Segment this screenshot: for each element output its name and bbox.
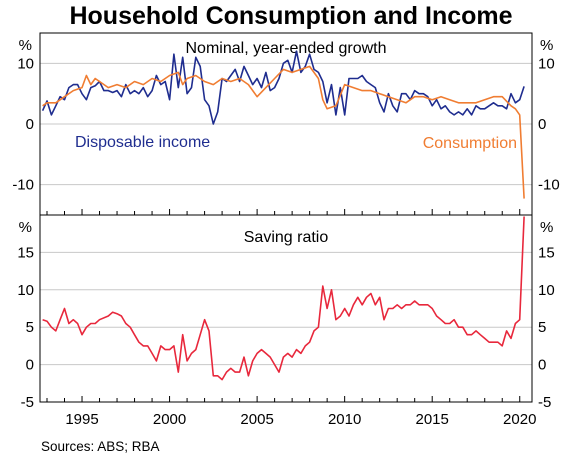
series-label: Disposable income <box>75 134 210 151</box>
y-tick-label-left: 5 <box>26 319 34 336</box>
y-tick-label-right: 10 <box>538 55 555 72</box>
y-tick-label-right: -10 <box>538 177 560 194</box>
x-tick-label: 2005 <box>240 411 273 428</box>
y-tick-label-left: -5 <box>21 394 34 411</box>
panel-subtitle: Saving ratio <box>244 229 329 246</box>
y-tick-label-right: 15 <box>538 244 555 261</box>
chart-title: Household Consumption and Income <box>69 2 513 30</box>
series-label: Consumption <box>423 135 517 152</box>
y-unit-right: % <box>540 219 553 236</box>
y-tick-label-right: 10 <box>538 282 555 299</box>
panel-subtitle: Nominal, year-ended growth <box>186 40 387 57</box>
x-tick-label: 2015 <box>416 411 449 428</box>
y-tick-label-right: -5 <box>538 394 551 411</box>
x-tick-label: 2010 <box>328 411 361 428</box>
series-line <box>41 50 525 125</box>
y-tick-label-left: 0 <box>26 116 34 133</box>
y-tick-label-left: 10 <box>17 282 34 299</box>
y-tick-label-right: 0 <box>538 357 546 374</box>
y-tick-label-left: 0 <box>26 357 34 374</box>
y-tick-label-left: 10 <box>17 55 34 72</box>
series-line <box>42 65 525 199</box>
y-tick-label-right: 5 <box>538 319 546 336</box>
y-unit-right: % <box>540 37 553 54</box>
x-tick-label: 2020 <box>503 411 536 428</box>
y-tick-label-left: -10 <box>12 177 34 194</box>
source-note: Sources: ABS; RBA <box>41 439 160 454</box>
series-line <box>42 216 525 381</box>
x-tick-label: 2000 <box>153 411 186 428</box>
x-tick-label: 1995 <box>65 411 98 428</box>
y-unit-left: % <box>19 219 32 236</box>
y-tick-label-right: 0 <box>538 116 546 133</box>
y-unit-left: % <box>19 37 32 54</box>
y-tick-label-left: 15 <box>17 244 34 261</box>
plot-frame <box>39 32 533 403</box>
